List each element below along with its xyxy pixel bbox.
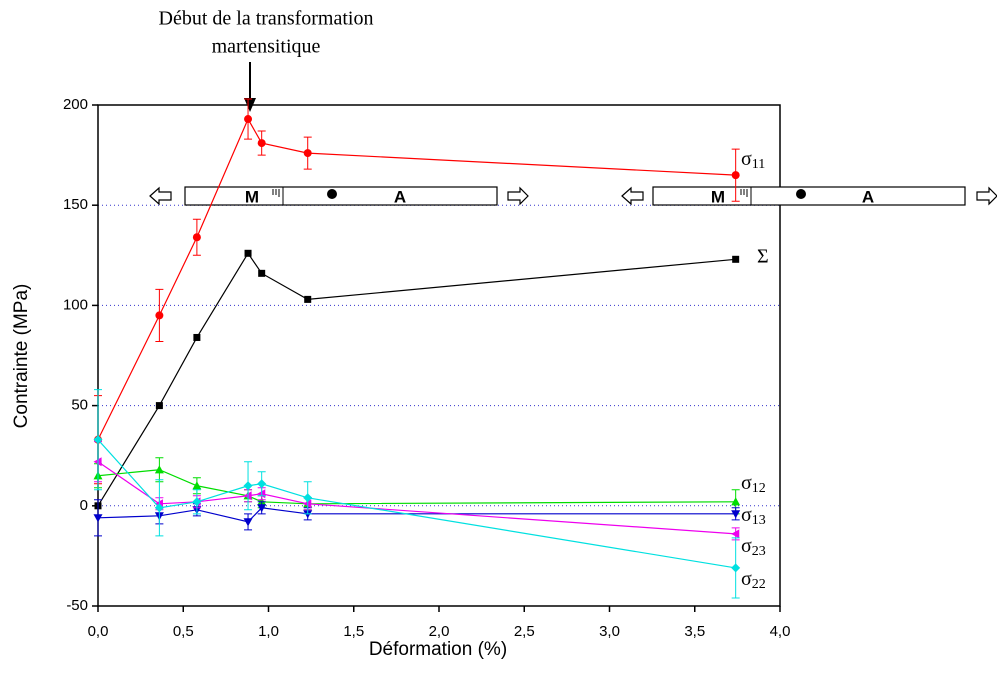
inset-label: A: [862, 187, 874, 206]
series-label: σ13: [741, 504, 766, 529]
x-axis-title: Déformation (%): [369, 639, 507, 660]
marker: [257, 504, 267, 513]
marker: [303, 149, 312, 158]
marker: [731, 171, 740, 180]
marker: [93, 514, 103, 523]
inset-label: M: [711, 187, 725, 206]
series-label: σ12: [741, 472, 766, 497]
marker: [257, 139, 266, 148]
marker: [192, 481, 202, 490]
x-tick-label: 1,0: [258, 623, 279, 640]
series-line: [97, 117, 736, 440]
y-tick-label: 200: [63, 96, 88, 113]
y-tick-label: -50: [66, 597, 88, 614]
marker: [155, 402, 163, 410]
y-tick-label: 100: [63, 296, 88, 313]
series-line: [97, 252, 736, 507]
inset-arrow: [507, 186, 529, 206]
x-tick-label: 0,5: [173, 623, 194, 640]
series-line: [97, 507, 736, 523]
y-tick-label: 150: [63, 196, 88, 213]
marker: [193, 333, 201, 341]
inset-bar: [652, 186, 966, 206]
annotation: Début de la transformation: [159, 8, 374, 30]
series-label: σ11: [741, 148, 765, 173]
inset-arrow: [976, 186, 997, 206]
marker: [192, 233, 201, 242]
inset-bar: [184, 186, 498, 206]
marker: [731, 497, 741, 506]
marker: [731, 563, 741, 573]
marker: [304, 295, 312, 303]
marker: [155, 311, 164, 320]
marker: [303, 493, 313, 503]
x-tick-label: 3,5: [684, 623, 705, 640]
inset-label: A: [394, 187, 406, 206]
inset-arrow: [621, 186, 644, 206]
inset-dot: [796, 189, 806, 199]
marker: [192, 497, 202, 507]
series-line: [97, 469, 736, 505]
x-tick-label: 1,5: [343, 623, 364, 640]
inset-hatch: [272, 189, 280, 197]
annotation: martensitique: [212, 36, 321, 58]
series-label: σ23: [741, 535, 766, 560]
marker: [93, 435, 103, 445]
marker: [731, 510, 741, 519]
marker: [732, 255, 740, 263]
x-tick-label: 2,0: [429, 623, 450, 640]
y-tick-label: 0: [80, 497, 88, 514]
marker: [244, 115, 253, 124]
x-tick-label: 3,0: [599, 623, 620, 640]
inset-arrow: [149, 186, 172, 206]
inset-label: M: [245, 187, 259, 206]
marker: [731, 529, 740, 539]
marker: [258, 269, 266, 277]
inset-hatch: [740, 189, 748, 197]
y-axis-title: Contrainte (MPa): [11, 284, 32, 429]
marker: [244, 249, 252, 257]
series-label: σ22: [741, 568, 766, 593]
marker: [257, 479, 267, 489]
y-tick-label: 50: [71, 397, 88, 414]
x-tick-label: 2,5: [514, 623, 535, 640]
inset-dot: [327, 189, 337, 199]
series-line: [97, 461, 736, 535]
marker: [243, 481, 253, 491]
series-label: Σ: [757, 246, 769, 268]
marker: [243, 518, 253, 527]
marker: [154, 465, 164, 474]
x-tick-label: 4,0: [770, 623, 791, 640]
marker: [154, 503, 164, 513]
x-tick-label: 0,0: [88, 623, 109, 640]
plot-frame: [97, 104, 781, 607]
